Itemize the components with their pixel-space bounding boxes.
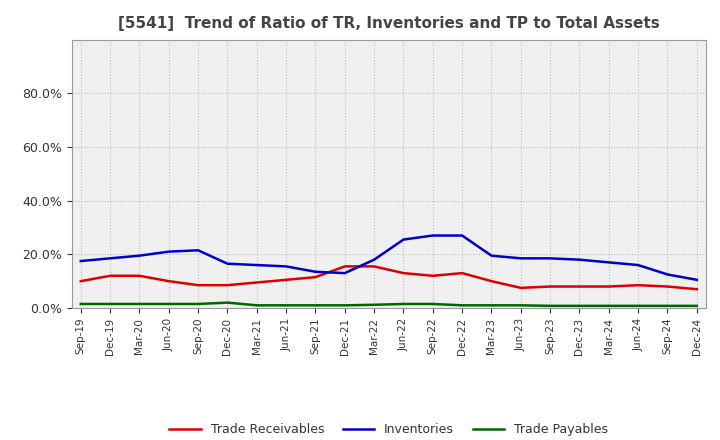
Trade Receivables: [399, 271, 408, 276]
Trade Payables: [253, 303, 261, 308]
Trade Payables: [282, 303, 290, 308]
Trade Receivables: [458, 271, 467, 276]
Trade Receivables: [605, 284, 613, 289]
Inventories: [546, 256, 554, 261]
Inventories: [341, 271, 349, 276]
Inventories: [253, 262, 261, 268]
Trade Receivables: [106, 273, 114, 279]
Inventories: [76, 258, 85, 264]
Inventories: [194, 248, 202, 253]
Inventories: [634, 262, 642, 268]
Trade Receivables: [135, 273, 144, 279]
Trade Receivables: [693, 286, 701, 292]
Trade Receivables: [516, 285, 525, 290]
Trade Payables: [634, 303, 642, 308]
Line: Trade Payables: Trade Payables: [81, 303, 697, 306]
Trade Payables: [428, 301, 437, 307]
Trade Payables: [370, 302, 379, 308]
Inventories: [106, 256, 114, 261]
Trade Receivables: [164, 279, 173, 284]
Trade Receivables: [663, 284, 672, 289]
Trade Payables: [106, 301, 114, 307]
Line: Inventories: Inventories: [81, 235, 697, 280]
Trade Payables: [311, 303, 320, 308]
Trade Payables: [164, 301, 173, 307]
Trade Payables: [693, 303, 701, 308]
Trade Receivables: [282, 277, 290, 282]
Trade Payables: [194, 301, 202, 307]
Legend: Trade Receivables, Inventories, Trade Payables: Trade Receivables, Inventories, Trade Pa…: [164, 418, 613, 440]
Trade Receivables: [311, 275, 320, 280]
Inventories: [282, 264, 290, 269]
Trade Payables: [663, 303, 672, 308]
Trade Payables: [487, 303, 496, 308]
Inventories: [164, 249, 173, 254]
Trade Receivables: [487, 279, 496, 284]
Trade Receivables: [575, 284, 584, 289]
Trade Receivables: [370, 264, 379, 269]
Trade Payables: [516, 303, 525, 308]
Inventories: [311, 269, 320, 275]
Inventories: [135, 253, 144, 258]
Line: Trade Receivables: Trade Receivables: [81, 266, 697, 289]
Inventories: [663, 272, 672, 277]
Trade Payables: [546, 303, 554, 308]
Trade Receivables: [223, 282, 232, 288]
Trade Payables: [605, 303, 613, 308]
Trade Payables: [458, 303, 467, 308]
Inventories: [605, 260, 613, 265]
Inventories: [399, 237, 408, 242]
Title: [5541]  Trend of Ratio of TR, Inventories and TP to Total Assets: [5541] Trend of Ratio of TR, Inventories…: [118, 16, 660, 32]
Trade Payables: [135, 301, 144, 307]
Trade Receivables: [634, 282, 642, 288]
Inventories: [458, 233, 467, 238]
Inventories: [575, 257, 584, 262]
Trade Receivables: [76, 279, 85, 284]
Inventories: [370, 257, 379, 262]
Trade Receivables: [341, 264, 349, 269]
Inventories: [223, 261, 232, 266]
Trade Receivables: [428, 273, 437, 279]
Inventories: [487, 253, 496, 258]
Trade Payables: [399, 301, 408, 307]
Trade Payables: [76, 301, 85, 307]
Inventories: [428, 233, 437, 238]
Trade Payables: [341, 303, 349, 308]
Trade Payables: [575, 303, 584, 308]
Trade Receivables: [253, 280, 261, 285]
Trade Receivables: [194, 282, 202, 288]
Trade Receivables: [546, 284, 554, 289]
Trade Payables: [223, 300, 232, 305]
Inventories: [516, 256, 525, 261]
Inventories: [693, 277, 701, 282]
